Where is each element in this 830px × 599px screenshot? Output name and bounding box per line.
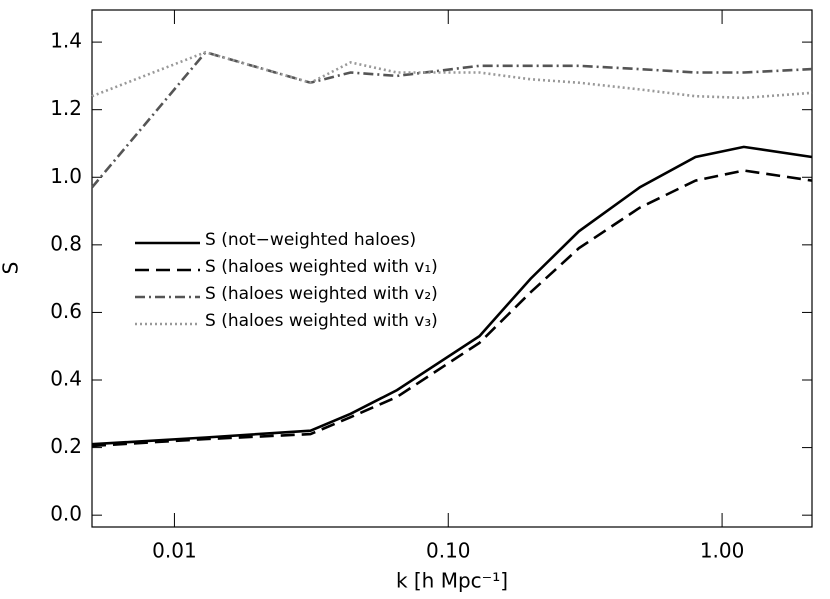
series-line <box>91 50 813 189</box>
series-line <box>91 145 813 446</box>
y-tick-label: 1.0 <box>50 164 82 188</box>
y-tick-label: 0.0 <box>50 502 82 526</box>
y-tick-label: 0.8 <box>50 231 82 255</box>
series-line <box>91 169 813 448</box>
y-axis-label: S <box>0 262 23 275</box>
legend-label: S (haloes weighted with v₁) <box>205 257 438 277</box>
y-tick-label: 0.6 <box>50 299 82 323</box>
x-tick-label: 1.00 <box>700 539 745 563</box>
plot-frame <box>91 9 813 528</box>
y-tick-label: 1.2 <box>50 96 82 120</box>
legend-label: S (not−weighted haloes) <box>205 230 416 250</box>
legend-label: S (haloes weighted with v₂) <box>205 284 438 304</box>
x-axis-label: k [h Mpc⁻¹] <box>396 569 508 593</box>
legend-label: S (haloes weighted with v₃) <box>205 311 438 331</box>
x-tick-label: 0.10 <box>426 539 471 563</box>
y-tick-label: 0.4 <box>50 367 82 391</box>
y-tick-label: 1.4 <box>50 29 82 53</box>
y-tick-label: 0.2 <box>50 434 82 458</box>
x-tick-label: 0.01 <box>152 539 197 563</box>
series-line <box>91 50 813 100</box>
